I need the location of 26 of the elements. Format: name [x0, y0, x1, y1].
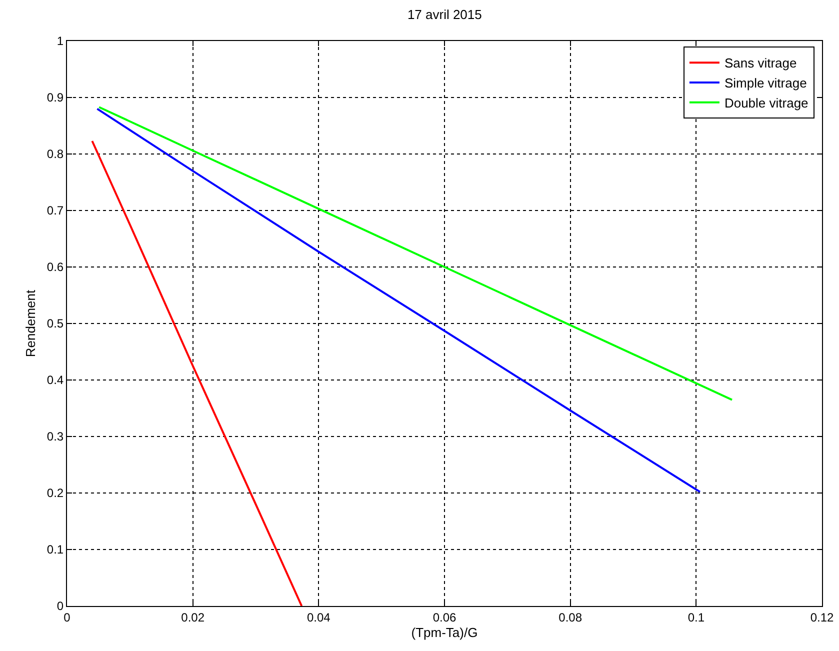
x-tick-label: 0.02 [181, 610, 205, 624]
x-tick-label: 0.04 [306, 610, 331, 624]
line-series [98, 106, 734, 401]
line-series [96, 108, 701, 493]
y-tick-label: 0.4 [46, 373, 64, 388]
x-tick-label: 0.06 [432, 610, 456, 624]
y-tick-label: 0.1 [46, 542, 64, 557]
chart-title: 17 avril 2015 [407, 6, 482, 22]
y-tick-label: 0.6 [46, 260, 64, 274]
y-tick-label: 0.5 [46, 316, 64, 331]
y-tick-label: 0 [56, 599, 64, 614]
x-axis-title: (Tpm-Ta)/G [411, 625, 478, 640]
y-tick-label: 0.8 [46, 147, 64, 162]
legend-label: Sans vitrage [724, 56, 797, 71]
y-tick-label: 1 [56, 34, 64, 48]
y-tick-label: 0.3 [46, 430, 64, 444]
x-tick-label: 0.12 [810, 610, 834, 624]
y-axis-title: Rendement [22, 290, 38, 358]
line-series [91, 140, 303, 606]
x-tick-label: 0.08 [558, 610, 582, 624]
legend-label: Double vitrage [724, 95, 808, 110]
x-tick-label: 0.1 [688, 610, 705, 624]
y-tick-label: 0.2 [46, 486, 64, 500]
y-tick-label: 0.7 [46, 204, 64, 218]
legend-label: Simple vitrage [724, 76, 807, 91]
y-tick-label: 0.9 [46, 90, 64, 105]
